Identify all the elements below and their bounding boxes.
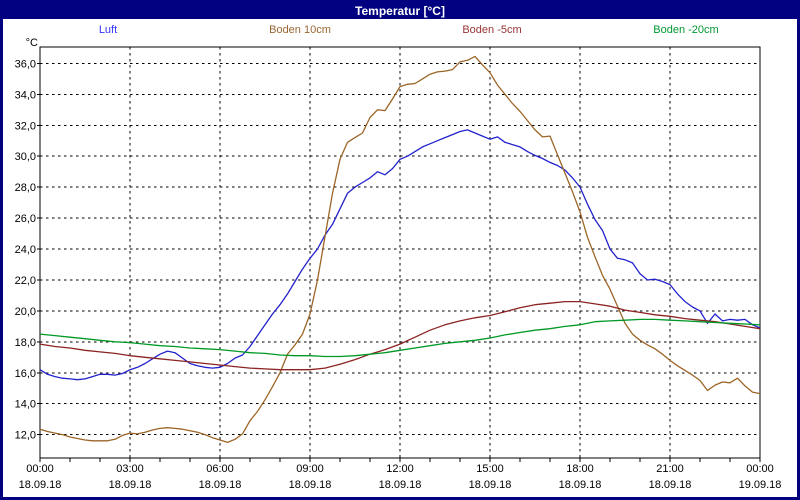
- y-axis-unit-label: °C: [26, 37, 38, 49]
- legend-label-boden-10cm: Boden 10cm: [269, 24, 331, 36]
- series-line-boden-5cm: [39, 300, 761, 371]
- y-tick-label: 22,0: [15, 275, 36, 287]
- x-time-label: 18:00: [566, 463, 594, 475]
- y-tick-label: 14,0: [15, 399, 36, 411]
- x-date-label: 18.09.18: [199, 479, 242, 491]
- legend-label-luft: Luft: [99, 24, 117, 36]
- x-date-label: 18.09.18: [649, 479, 692, 491]
- series-line-boden-20cm: [39, 318, 761, 358]
- y-tick-label: 26,0: [15, 213, 36, 225]
- x-time-label: 09:00: [296, 463, 324, 475]
- x-time-label: 21:00: [656, 463, 684, 475]
- x-time-label: 06:00: [206, 463, 234, 475]
- y-tick-label: 18,0: [15, 337, 36, 349]
- x-time-label: 15:00: [476, 463, 504, 475]
- legend-label-boden-20cm: Boden -20cm: [653, 24, 718, 36]
- y-tick-label: 34,0: [15, 89, 36, 101]
- x-time-label: 12:00: [386, 463, 414, 475]
- x-time-label: 00:00: [746, 463, 774, 475]
- window-title: Temperatur [°C]: [355, 4, 445, 18]
- x-date-label: 18.09.18: [289, 479, 332, 491]
- x-time-label: 00:00: [26, 463, 54, 475]
- x-date-label: 18.09.18: [559, 479, 602, 491]
- series-line-boden-10cm: [39, 55, 761, 444]
- y-tick-label: 28,0: [15, 182, 36, 194]
- x-date-label: 18.09.18: [469, 479, 512, 491]
- y-tick-label: 12,0: [15, 430, 36, 442]
- y-tick-label: 20,0: [15, 306, 36, 318]
- series-line-luft: [39, 129, 761, 381]
- y-tick-label: 36,0: [15, 58, 36, 70]
- x-date-label: 18.09.18: [109, 479, 152, 491]
- x-time-label: 03:00: [116, 463, 144, 475]
- title-bar: Temperatur [°C]: [3, 3, 797, 19]
- x-date-label: 19.09.18: [739, 479, 782, 491]
- legend-label-boden-5cm: Boden -5cm: [462, 24, 521, 36]
- x-date-label: 18.09.18: [379, 479, 422, 491]
- y-tick-label: 30,0: [15, 151, 36, 163]
- y-tick-label: 16,0: [15, 368, 36, 380]
- y-tick-label: 32,0: [15, 120, 36, 132]
- x-date-label: 18.09.18: [19, 479, 62, 491]
- y-tick-label: 24,0: [15, 244, 36, 256]
